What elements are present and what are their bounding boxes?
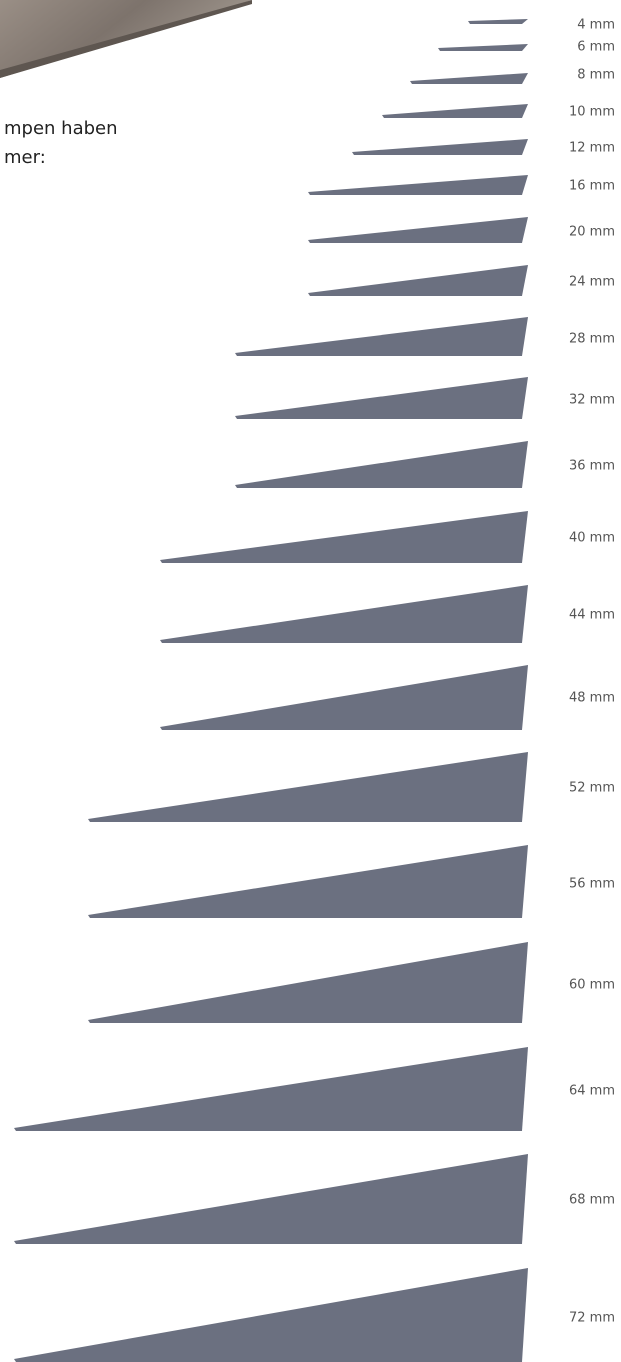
size-label: 64 mm — [569, 1084, 615, 1099]
ramp — [160, 585, 528, 643]
ramp — [308, 175, 528, 195]
size-label: 4 mm — [577, 18, 615, 33]
ramps: 4 mm 6 mm 8 mm 10 mm 12 mm 16 mm 20 mm 24 mm 28 … — [14, 18, 615, 1362]
size-label: 24 mm — [569, 275, 615, 290]
size-label: 44 mm — [569, 608, 615, 623]
size-label: 60 mm — [569, 978, 615, 993]
ramp — [88, 942, 528, 1023]
size-label: 68 mm — [569, 1193, 615, 1208]
ramp — [235, 377, 528, 419]
size-label: 8 mm — [577, 68, 615, 83]
ramp — [14, 1154, 528, 1244]
size-label: 20 mm — [569, 225, 615, 240]
ramp — [352, 139, 528, 155]
size-label: 28 mm — [569, 332, 615, 347]
ramp — [160, 511, 528, 563]
ramp — [438, 44, 528, 51]
size-label: 72 mm — [569, 1311, 615, 1326]
size-label: 6 mm — [577, 40, 615, 55]
ramp — [382, 104, 528, 118]
ramp — [235, 317, 528, 356]
size-label: 36 mm — [569, 459, 615, 474]
ramp — [88, 845, 528, 918]
ramp — [14, 1268, 528, 1362]
size-label: 12 mm — [569, 141, 615, 156]
size-label: 40 mm — [569, 531, 615, 546]
intro-line: mpen haben — [4, 118, 118, 139]
ramp — [160, 665, 528, 730]
ramp — [308, 265, 528, 296]
wood-edge — [0, 0, 252, 78]
size-label: 52 mm — [569, 781, 615, 796]
ramp — [235, 441, 528, 488]
size-label: 48 mm — [569, 691, 615, 706]
ramp — [410, 73, 528, 84]
size-label: 10 mm — [569, 105, 615, 120]
intro-line: mer: — [4, 147, 46, 168]
size-label: 16 mm — [569, 179, 615, 194]
size-label: 32 mm — [569, 393, 615, 408]
ramp — [308, 217, 528, 243]
ramp — [468, 19, 528, 24]
ramp — [14, 1047, 528, 1131]
size-label: 56 mm — [569, 877, 615, 892]
ramp — [88, 752, 528, 822]
